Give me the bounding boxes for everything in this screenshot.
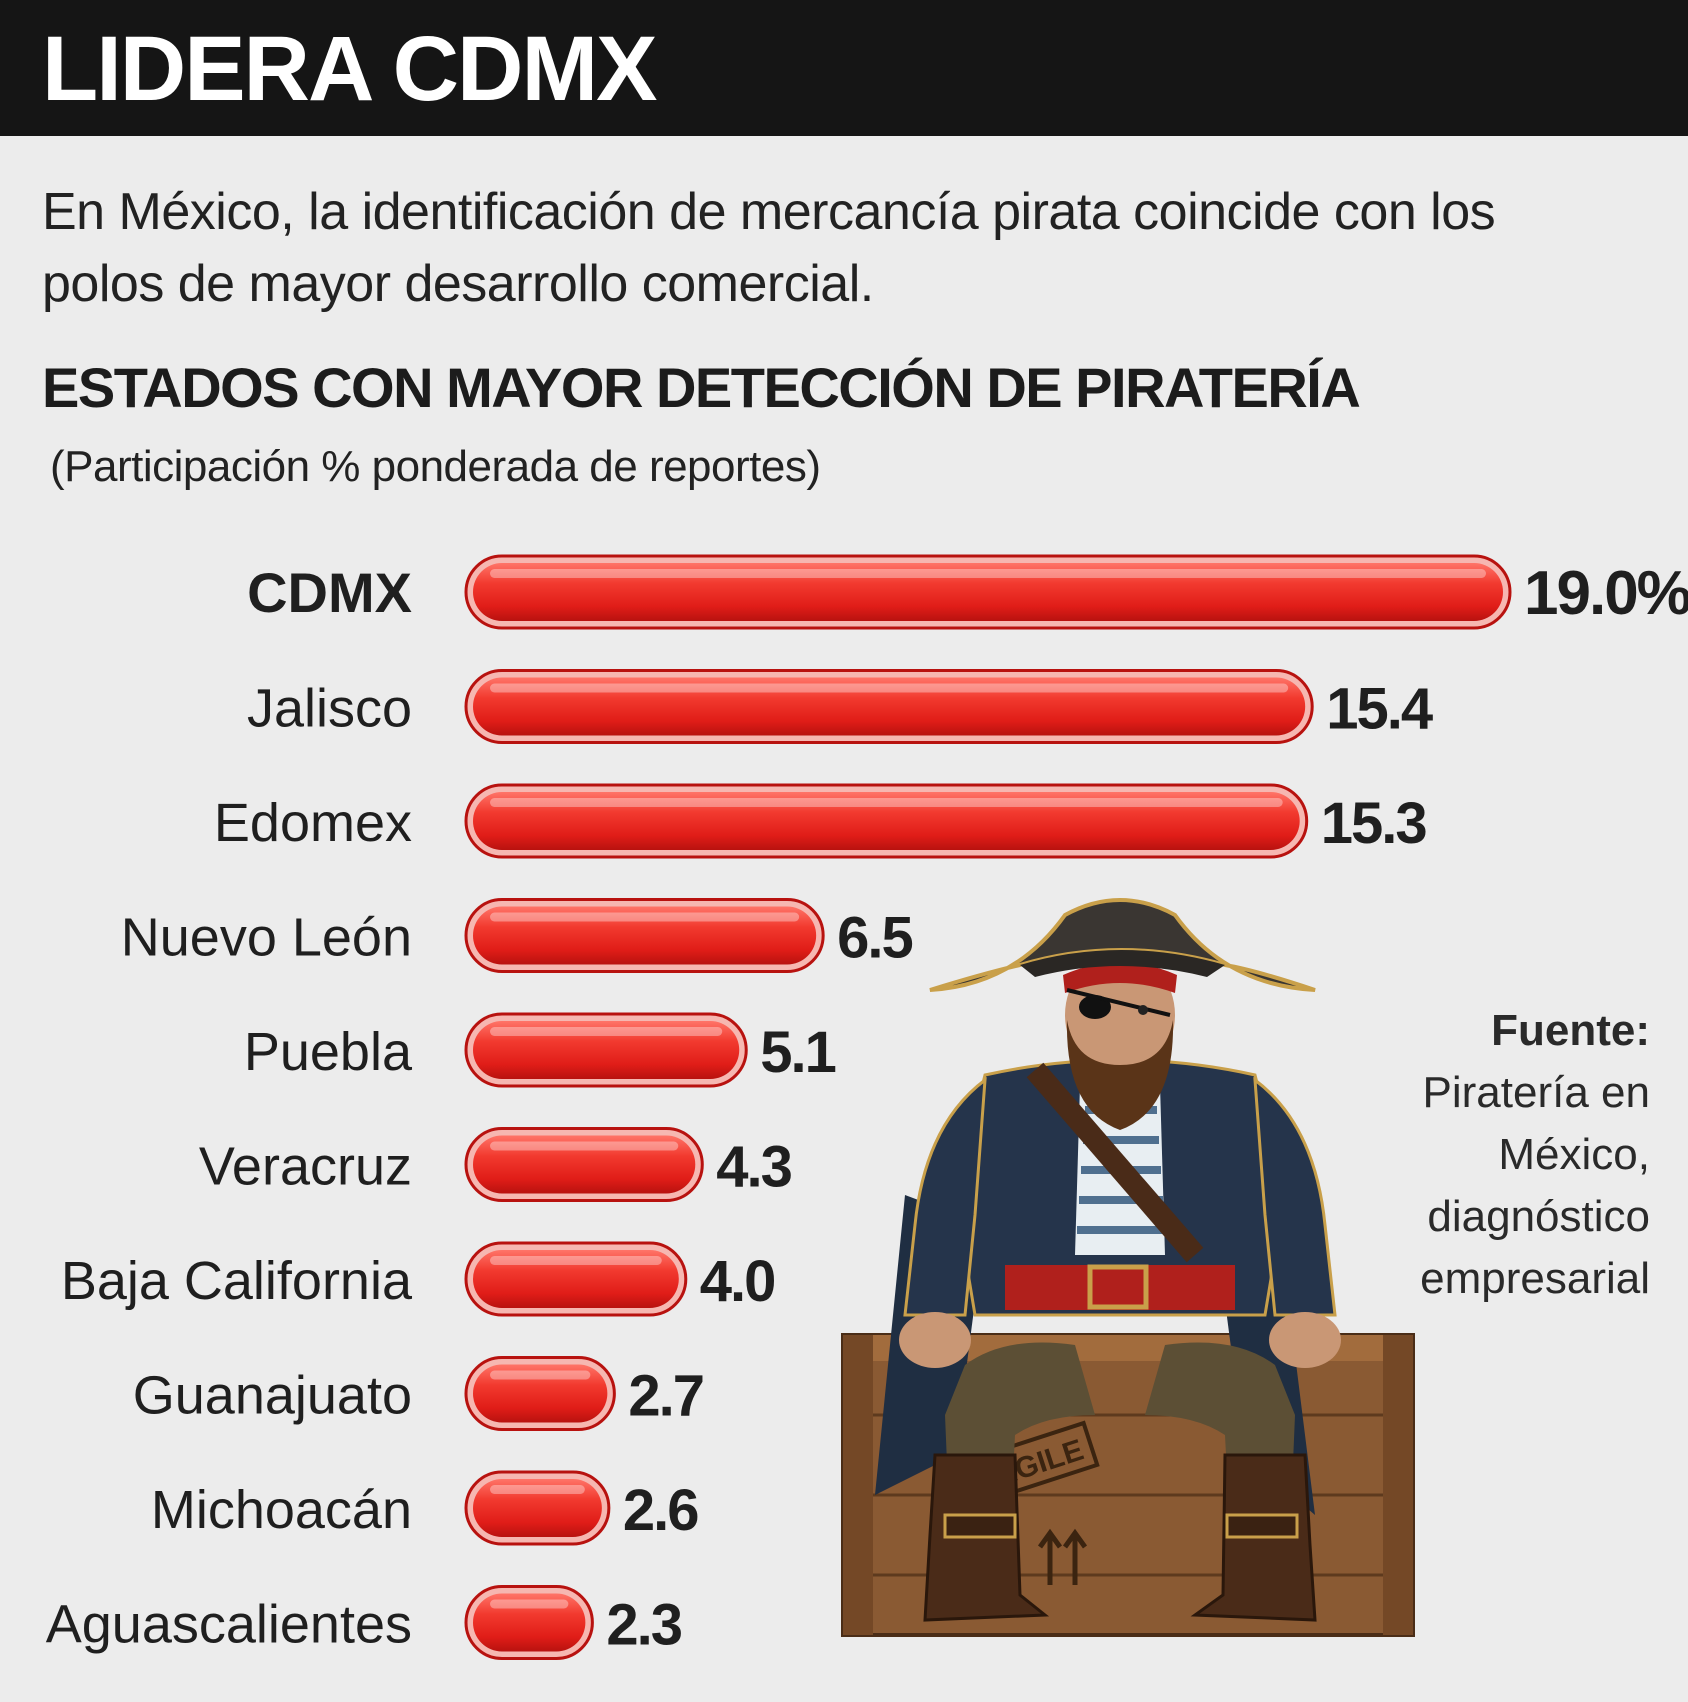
pirate-beard: [1066, 1020, 1174, 1130]
bar-group: Michoacán 2.6: [151, 1470, 700, 1546]
bar-group: Aguascalientes 2.3: [46, 1585, 684, 1660]
category-label: Baja California: [61, 1251, 413, 1311]
value-label: 15.3: [1321, 791, 1427, 856]
value-label: 6.5: [837, 906, 912, 971]
category-label: Guanajuato: [133, 1366, 412, 1426]
header-bar: LIDERA CDMX: [0, 0, 1688, 136]
category-label: CDMX: [247, 561, 412, 624]
bar-highlight: [490, 1599, 569, 1609]
bar-group: CDMX 19.0%: [247, 554, 1688, 630]
bar: [473, 792, 1300, 850]
source-note: Fuente: Piratería en México, diagnóstico…: [1330, 1000, 1650, 1310]
pirate-on-crate-illustration: FRAGILE: [841, 898, 1415, 1637]
bar-highlight: [490, 1256, 662, 1265]
left-hand: [899, 1312, 971, 1368]
value-label: 2.6: [623, 1478, 698, 1543]
bar-highlight: [490, 1027, 723, 1036]
red-sash: [1005, 1265, 1235, 1310]
source-text: Piratería en México, diagnóstico empresa…: [1420, 1068, 1650, 1303]
value-label: 5.1: [760, 1020, 835, 1085]
right-hand: [1269, 1312, 1341, 1368]
bar-highlight: [490, 912, 800, 922]
bar-group: Guanajuato 2.7: [133, 1356, 705, 1431]
chart-title: ESTADOS CON MAYOR DETECCIÓN DE PIRATERÍA: [42, 356, 1361, 419]
bar: [473, 906, 817, 965]
bar: [473, 1021, 740, 1079]
bar: [473, 1250, 679, 1308]
bar-group: Veracruz 4.3: [199, 1127, 794, 1202]
this-side-up-icon: [1037, 1528, 1088, 1585]
page-title: LIDERA CDMX: [42, 18, 657, 120]
bar: [473, 1593, 586, 1652]
bar-highlight: [490, 1141, 679, 1151]
bar-group: Puebla 5.1: [244, 1012, 838, 1088]
source-label: Fuente:: [1491, 1006, 1650, 1055]
bar-highlight: [490, 1485, 585, 1494]
category-label: Nuevo León: [121, 908, 412, 968]
category-label: Puebla: [244, 1022, 413, 1082]
bar-highlight: [490, 798, 1283, 807]
value-label: 15.4: [1326, 677, 1433, 742]
chart-subtitle: (Participación % ponderada de reportes): [50, 442, 821, 491]
value-label: 2.3: [606, 1593, 681, 1658]
bar-group: Edomex 15.3: [214, 783, 1428, 859]
category-label: Veracruz: [199, 1137, 412, 1197]
bar: [473, 677, 1306, 736]
bar-highlight: [490, 1370, 591, 1380]
bar: [473, 1135, 696, 1194]
value-label: 19.0%: [1524, 559, 1688, 628]
bar: [473, 1364, 608, 1423]
category-label: Aguascalientes: [46, 1595, 412, 1655]
value-label: 4.0: [700, 1249, 775, 1314]
category-label: Michoacán: [151, 1480, 412, 1540]
bar: [473, 563, 1503, 621]
eye-patch-icon: [1079, 995, 1111, 1019]
bar-highlight: [490, 569, 1486, 578]
bar-highlight: [490, 683, 1289, 693]
bar: [473, 1479, 602, 1537]
category-label: Edomex: [214, 793, 412, 853]
intro-text: En México, la identificación de mercancí…: [42, 183, 1496, 313]
bandana: [1063, 962, 1177, 993]
bar-group: Jalisco 15.4: [247, 669, 1435, 744]
bar-group: Nuevo León 6.5: [121, 898, 915, 973]
value-label: 2.7: [628, 1364, 703, 1429]
belt-buckle: [1087, 1264, 1149, 1310]
category-label: Jalisco: [247, 679, 412, 739]
value-label: 4.3: [716, 1135, 791, 1200]
bar-group: Baja California 4.0: [61, 1241, 776, 1317]
